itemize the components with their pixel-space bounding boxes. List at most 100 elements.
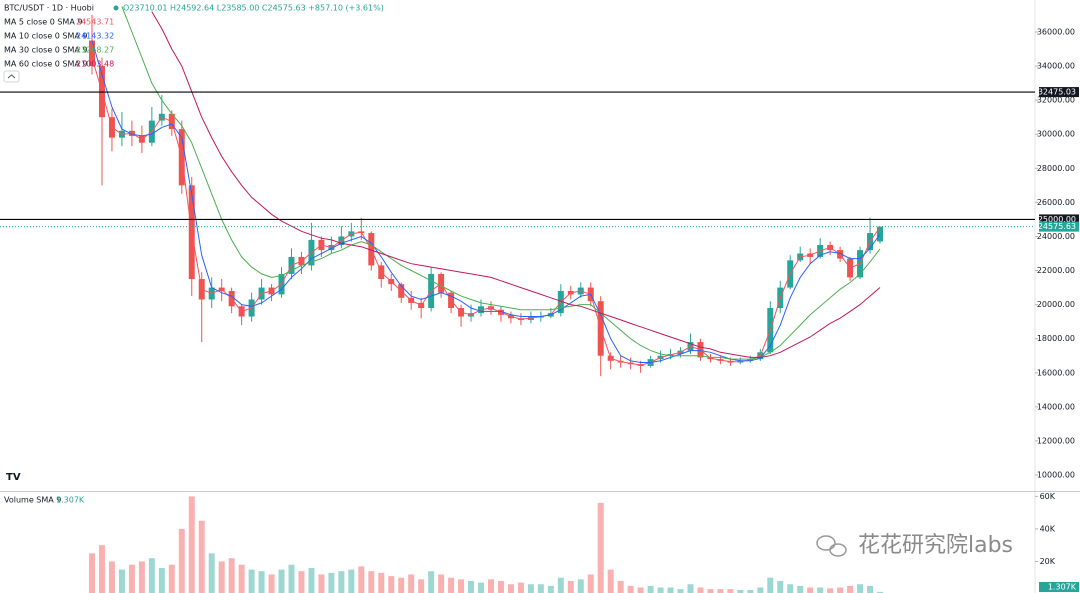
volume-bar (517, 582, 524, 593)
volume-bar (827, 588, 834, 593)
volume-bar (567, 580, 574, 593)
volume-bar (777, 580, 784, 593)
volume-bar (258, 571, 265, 593)
price-tag (1039, 87, 1079, 98)
svg-text:TV: TV (6, 472, 21, 483)
volume-bar (158, 567, 165, 593)
volume-bar (767, 577, 774, 593)
volume-bar (198, 520, 205, 593)
legend-value: 23268.27 (76, 46, 114, 55)
price-tag (1039, 214, 1079, 225)
volume-bar (817, 587, 824, 593)
ma-line (91, 40, 881, 363)
volume-bar (278, 569, 285, 593)
volume-bar (787, 584, 794, 593)
volume-bar (478, 582, 485, 593)
volume-bar (627, 585, 634, 593)
volume-bar (428, 571, 435, 593)
volume-bar (857, 584, 864, 593)
volume-bar (298, 571, 305, 593)
volume-title: Volume SMA 9 (4, 496, 61, 505)
volume-bar (458, 579, 465, 593)
y-tick-label: 32000.00 (1037, 96, 1075, 105)
volume-bar (388, 576, 395, 593)
volume-value: 1.307K (56, 496, 85, 505)
volume-bar (98, 545, 105, 593)
y-tick-label: 30000.00 (1037, 130, 1075, 139)
volume-bar (737, 589, 744, 593)
price-tag-label: 32475.03 (1038, 88, 1076, 97)
volume-bar (248, 569, 255, 593)
y-tick-label: 14000.00 (1037, 402, 1075, 411)
volume-bar (577, 579, 584, 593)
y-tick-label: 26000.00 (1037, 198, 1075, 207)
volume-bar (288, 564, 295, 593)
volume-bar (507, 584, 514, 593)
volume-bar (378, 572, 385, 593)
volume-bar (148, 558, 155, 593)
volume-tag-label: 1.307K (1048, 583, 1077, 592)
volume-bar (487, 579, 494, 593)
y-tick-label: 34000.00 (1037, 62, 1075, 71)
volume-bar (617, 580, 624, 593)
collapse-button[interactable] (3, 70, 20, 83)
y-tick-label: 28000.00 (1037, 164, 1075, 173)
volume-bar (108, 561, 115, 593)
volume-bar (807, 587, 814, 593)
volume-bar (847, 585, 854, 593)
y-tick-label: 36000.00 (1037, 27, 1075, 36)
volume-bar (547, 585, 554, 593)
volume-bar (707, 589, 714, 593)
price-tag-label: 25000.00 (1038, 215, 1076, 224)
volume-bar (747, 589, 754, 593)
volume-bar (308, 567, 315, 593)
status-dot (113, 5, 119, 11)
volume-bar (757, 587, 764, 593)
volume-bar (228, 558, 235, 593)
volume-bar (717, 589, 724, 593)
volume-bar (867, 585, 874, 593)
legend-value: 24543.71 (76, 18, 114, 27)
volume-bar (587, 574, 594, 593)
legend: BTC/USDT · 1D · Huobi O23710.01 H24592.6… (4, 4, 384, 69)
volume-bar (328, 572, 335, 593)
legend-label: MA 10 close 0 SMA 9 (4, 32, 88, 41)
volume-bar (597, 502, 604, 593)
volume-bar (368, 571, 375, 593)
volume-bar (468, 580, 475, 593)
volume-bar (797, 585, 804, 593)
legend-value: 24143.32 (76, 32, 114, 41)
volume-bar (537, 584, 544, 593)
y-tick-label: 22000.00 (1037, 266, 1075, 275)
volume-bar (188, 496, 195, 593)
last-price-label: 24575.63 (1038, 222, 1076, 231)
volume-bar (398, 577, 405, 593)
volume-bar (557, 577, 564, 593)
volume-bar (497, 580, 504, 593)
volume-bar (128, 564, 135, 593)
volume-bar (438, 574, 445, 593)
volume-bar (697, 587, 704, 593)
volume-bar (837, 587, 844, 593)
volume-bar (358, 566, 365, 593)
volume-tick-label: 40K (1040, 524, 1056, 533)
volume-bar (657, 587, 664, 593)
volume-bar (268, 574, 275, 593)
legend-label: MA 30 close 0 SMA 9 (4, 46, 88, 55)
y-tick-label: 24000.00 (1037, 232, 1075, 241)
y-tick-label: 12000.00 (1037, 436, 1075, 445)
y-tick-label: 10000.00 (1037, 471, 1075, 480)
volume-bar (348, 569, 355, 593)
ma-line (91, 57, 881, 366)
price-pane (89, 6, 883, 377)
volume-bar (168, 564, 175, 593)
candle-body (537, 316, 544, 318)
y-tick-label: 16000.00 (1037, 368, 1075, 377)
ma-line (151, 11, 881, 358)
volume-bar (527, 584, 534, 593)
volume-tick-label: 60K (1040, 492, 1056, 501)
ma-line (121, 6, 881, 360)
volume-bar (448, 577, 455, 593)
